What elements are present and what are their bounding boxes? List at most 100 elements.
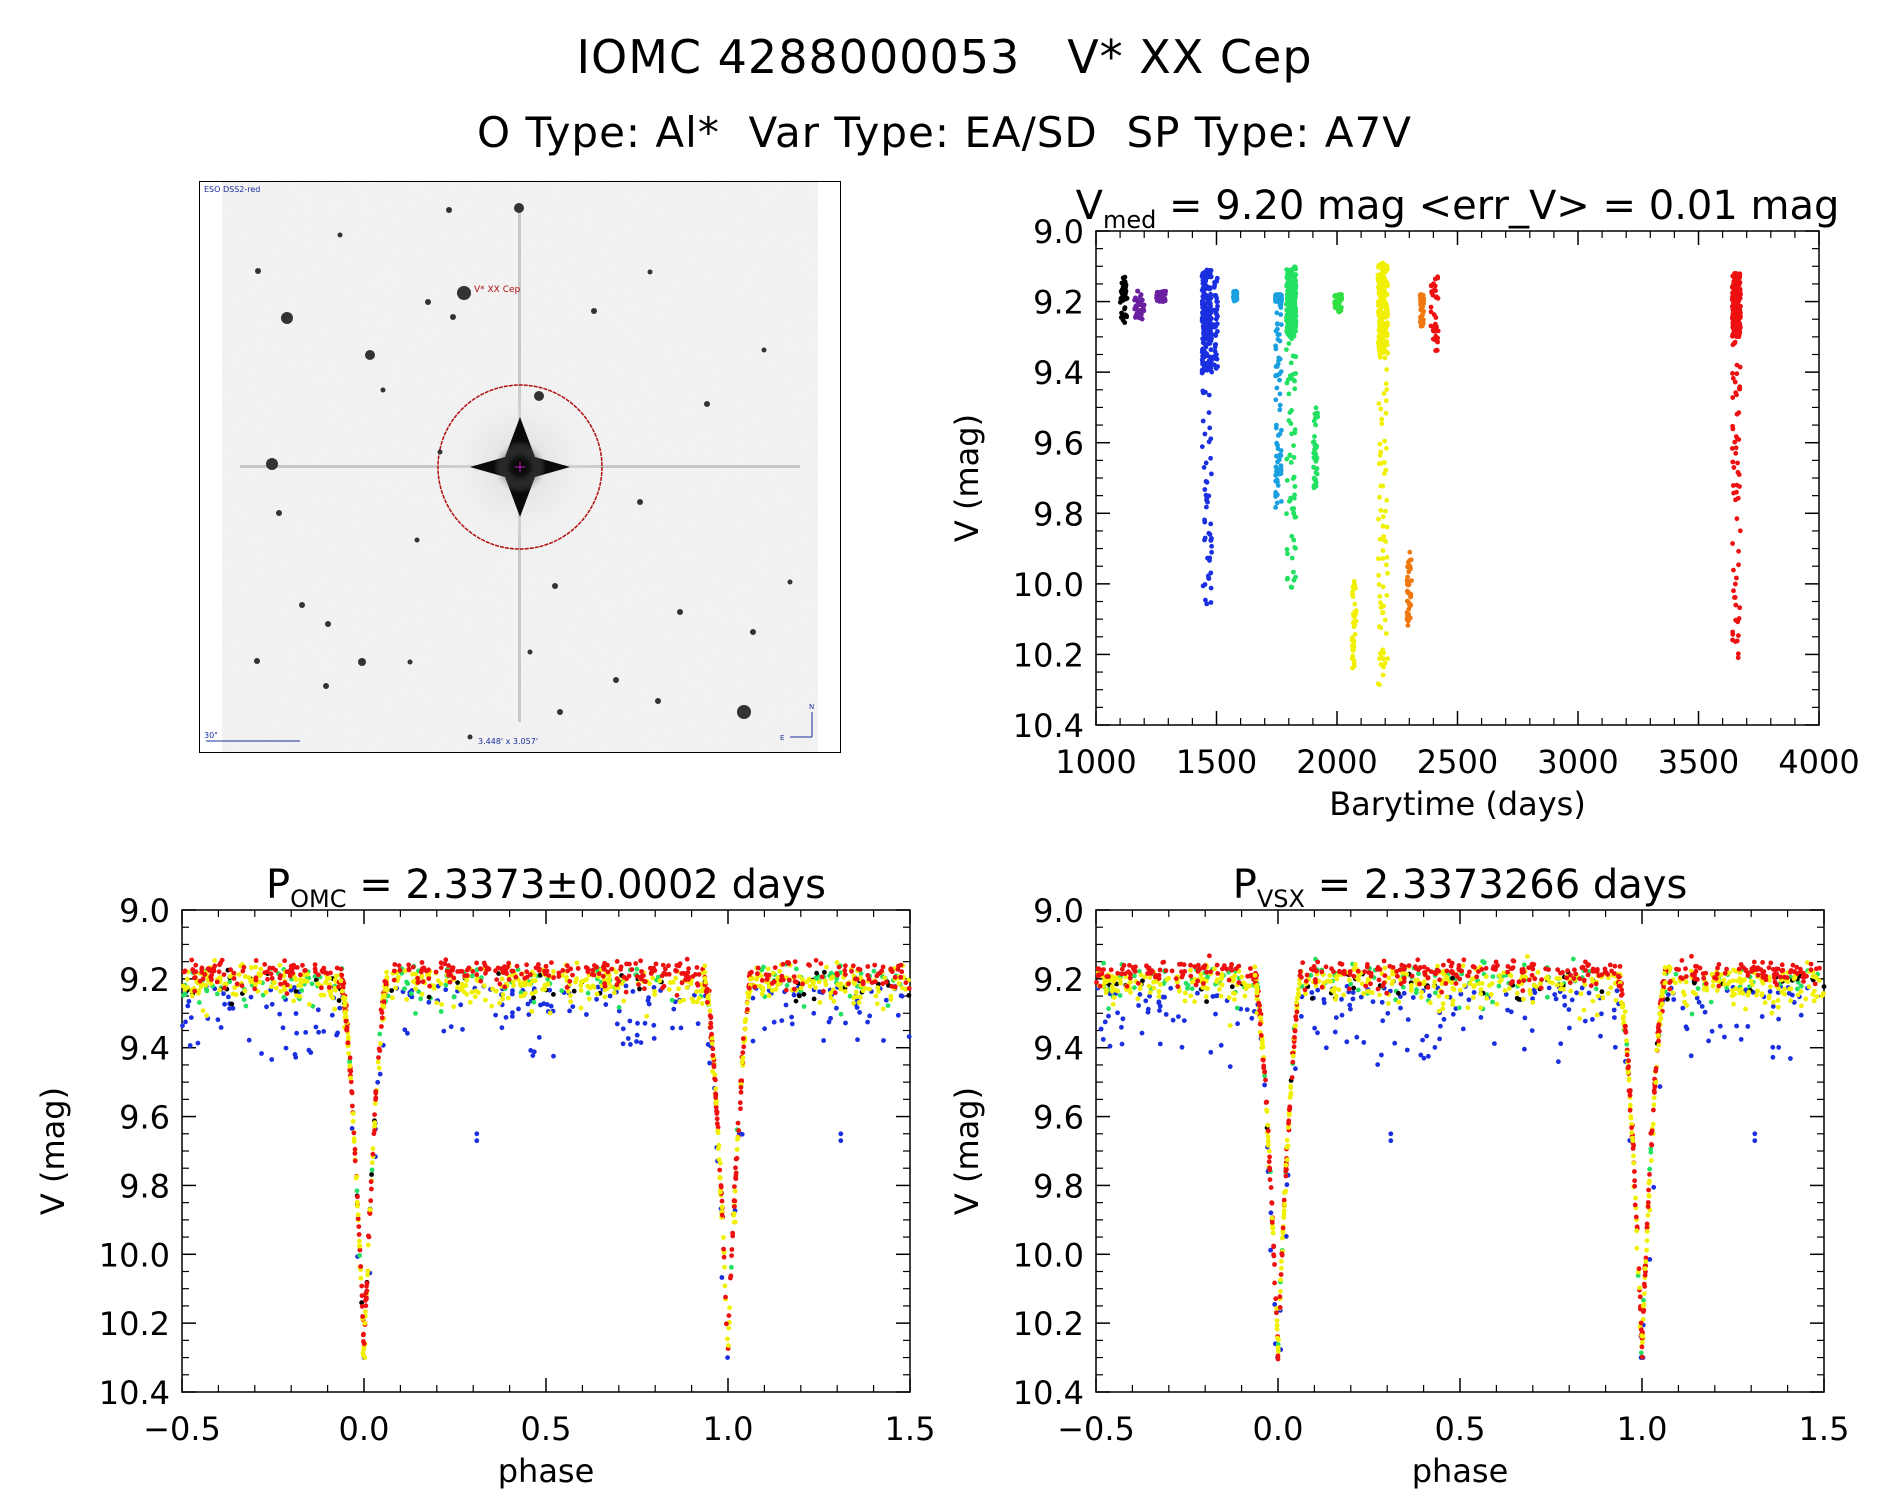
lightcurve-point [1292, 301, 1298, 307]
phase-point [621, 974, 627, 980]
phase-point [1508, 973, 1514, 979]
lightcurve-point [1313, 483, 1319, 489]
phase-point [229, 1001, 235, 1007]
phase-point [1708, 999, 1714, 1005]
lightcurve-point [1201, 347, 1207, 353]
lightcurve-point [1378, 323, 1384, 329]
eclipse-point [363, 1303, 369, 1309]
phase-point [1794, 964, 1800, 970]
phase-point [638, 976, 644, 982]
phase-point [253, 982, 258, 988]
lightcurve-point [1120, 292, 1126, 298]
eclipse-point [730, 1230, 736, 1236]
phase-point [1558, 1041, 1564, 1047]
phase-point [533, 989, 538, 995]
phase-point [459, 981, 465, 987]
lightcurve-point [1207, 327, 1212, 333]
phase-point [536, 1035, 542, 1040]
phase-point [464, 973, 470, 978]
phase-point [1798, 989, 1804, 994]
phase-point [899, 969, 905, 975]
lightcurve-point [1293, 371, 1299, 376]
lightcurve-point [1135, 307, 1141, 313]
phase-point [1146, 983, 1152, 989]
phase-point [1176, 1014, 1181, 1019]
phase-point [1192, 999, 1197, 1005]
lightcurve-point [1730, 483, 1736, 488]
eclipse-point [724, 1321, 729, 1327]
phase-point [1419, 989, 1424, 995]
lightcurve-point [1277, 297, 1283, 303]
phase-point [853, 989, 859, 995]
phase-point [185, 1003, 191, 1009]
y-tick-label: 10.4 [1013, 1374, 1084, 1412]
phase-point [1136, 1003, 1141, 1008]
phase-point [1444, 968, 1450, 974]
phase-point [203, 987, 209, 992]
phase-point [1110, 1002, 1116, 1007]
phase-point [1127, 962, 1132, 968]
phase-point [1607, 962, 1613, 968]
phase-point [1436, 1008, 1442, 1014]
phase-point [1526, 965, 1532, 971]
phase-point [1107, 1043, 1113, 1049]
phase-point [1173, 976, 1179, 981]
phase-point [715, 1124, 721, 1130]
phase-point [606, 976, 612, 982]
phase-point [860, 981, 866, 987]
phase-point [413, 1011, 418, 1016]
phase-point [1421, 1055, 1427, 1061]
lightcurve-point [1378, 449, 1384, 455]
lightcurve-point [1737, 484, 1742, 489]
phase-point [1435, 963, 1440, 969]
phase-point [856, 1000, 862, 1005]
lightcurve-point [1277, 377, 1282, 383]
phase-point [1424, 1033, 1430, 1039]
compass-north-label: N [809, 703, 814, 711]
lightcurve-point [1381, 656, 1386, 662]
phase-point [438, 1009, 444, 1014]
phase-point [354, 1188, 360, 1194]
phase-point [526, 1012, 532, 1017]
phase-point [519, 971, 524, 977]
lightcurve-point [1384, 309, 1390, 314]
lightcurve-point [1377, 494, 1382, 500]
lightcurve-point [1278, 312, 1284, 317]
lightcurve-point [1382, 617, 1388, 623]
sky-image-panel: ESO DSS2-red V* XX Cep 30" 3.448' x 3.05… [199, 181, 841, 753]
phase-point [642, 978, 648, 984]
phase-point [762, 1026, 767, 1032]
x-tick-label: −0.5 [143, 1410, 221, 1448]
phase-point [829, 970, 834, 976]
phase-point [707, 1060, 712, 1066]
phase-point [1353, 962, 1358, 967]
phase-point [1226, 977, 1232, 983]
lightcurve-point [1421, 300, 1426, 306]
phase-point [1722, 970, 1728, 976]
phase-point [375, 1079, 381, 1085]
phase-point [293, 1054, 299, 1060]
phase-point [828, 1015, 833, 1021]
lightcurve-point [1119, 280, 1125, 286]
phase-point [1514, 995, 1520, 1001]
phase-point [873, 993, 879, 999]
phase-point [1478, 991, 1484, 997]
eclipse-point [746, 985, 752, 991]
phase-points [180, 956, 912, 1360]
phase-point [1103, 990, 1109, 995]
phase-point [1417, 981, 1422, 987]
phase-point [674, 993, 680, 998]
phase-point [1358, 994, 1364, 1000]
phase-point [1531, 982, 1537, 988]
phase-point [451, 1004, 456, 1010]
phase-point [500, 992, 506, 997]
lightcurve-point [1277, 471, 1282, 477]
phase-point [1763, 977, 1769, 983]
phase-point [1722, 1034, 1727, 1040]
eclipse-point [736, 1128, 742, 1133]
lightcurve-point [1338, 308, 1344, 313]
phase-point [1695, 986, 1701, 991]
x-tick-label: 1.5 [1799, 1410, 1850, 1448]
phase-point [1688, 1053, 1694, 1059]
phase-point [1106, 974, 1111, 979]
